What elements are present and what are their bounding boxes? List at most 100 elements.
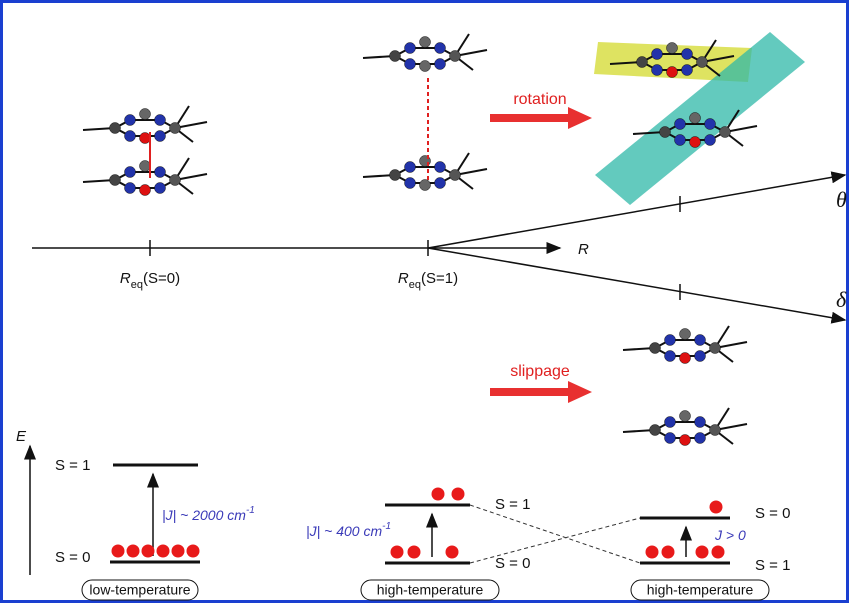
atom [140,109,151,120]
atom [667,43,678,54]
electron [157,545,170,558]
electron [710,501,723,514]
state: (S=1) [421,270,458,287]
atom [650,343,661,354]
electron [408,546,421,559]
atom [660,127,671,138]
atom [170,175,181,186]
symbol: R [120,270,131,287]
atom [420,37,431,48]
atom [720,127,731,138]
rotation-arrow [490,107,592,129]
atom [665,351,676,362]
atom [682,49,693,60]
atom [680,329,691,340]
atom [155,167,166,178]
symbol: R [398,270,409,287]
atom [140,133,151,144]
level-label: S = 0 [755,505,790,522]
atom [420,180,431,191]
atom [390,170,401,181]
atom [125,183,136,194]
atom [450,51,461,62]
level-label: S = 1 [495,496,530,513]
electron [452,488,465,501]
subscript: eq [131,279,143,291]
electron [696,546,709,559]
atom [652,49,663,60]
coupling-text: |J| ~ 2000 cm [162,507,246,523]
delta-label: δ [836,287,847,312]
atom [125,167,136,178]
atom [705,135,716,146]
molecules [83,34,757,446]
atom [155,115,166,126]
req-label: Req(S=0) [120,270,180,291]
atom [110,175,121,186]
slippage-arrow [490,381,592,403]
atom [710,343,721,354]
electron [127,545,140,558]
electron [432,488,445,501]
delta-axis [428,248,845,320]
atom [125,115,136,126]
atom [710,425,721,436]
slippage-label: slippage [510,363,570,380]
atom [155,183,166,194]
atom [405,59,416,70]
atom [675,119,686,130]
atom [695,417,706,428]
energy-label: E [16,428,27,445]
electron [646,546,659,559]
level-label: S = 0 [55,549,90,566]
coupling-text: J > 0 [714,527,746,543]
atom [170,123,181,134]
atom [680,353,691,364]
caption: low-temperature [89,582,190,598]
atom [705,119,716,130]
diagram: R θ δ Req(S=0) Req(S=1) rotation slippag… [0,0,849,603]
atom [405,43,416,54]
coupling-sup: -1 [382,521,391,532]
atom [435,162,446,173]
electron [446,546,459,559]
atom [680,435,691,446]
atom [450,170,461,181]
electron [172,545,185,558]
electron [712,546,725,559]
r-label: R [578,241,589,258]
electron [662,546,675,559]
atom [390,51,401,62]
electron [112,545,125,558]
rotation-label: rotation [513,91,566,108]
subscript: eq [409,279,421,291]
theta-label: θ [836,187,847,212]
level-label: S = 0 [495,555,530,572]
electron [187,545,200,558]
coupling-text: |J| ~ 400 cm [306,523,382,539]
atom [665,417,676,428]
atom [695,351,706,362]
coupling: |J| ~ 2000 cm-1 [162,505,255,523]
atom [125,131,136,142]
atom [435,43,446,54]
atom [697,57,708,68]
atom [695,335,706,346]
coupling-sup: -1 [246,505,255,516]
atom [680,411,691,422]
atom [665,433,676,444]
electron [142,545,155,558]
atom [675,135,686,146]
atom [652,65,663,76]
req-label: Req(S=1) [398,270,458,291]
level-label: S = 1 [755,557,790,574]
caption: high-temperature [377,582,484,598]
caption: high-temperature [647,582,754,598]
atom [110,123,121,134]
electron [391,546,404,559]
coupling: J > 0 [714,527,746,543]
atom [405,162,416,173]
atom [667,67,678,78]
atom [637,57,648,68]
electrons [112,488,725,559]
